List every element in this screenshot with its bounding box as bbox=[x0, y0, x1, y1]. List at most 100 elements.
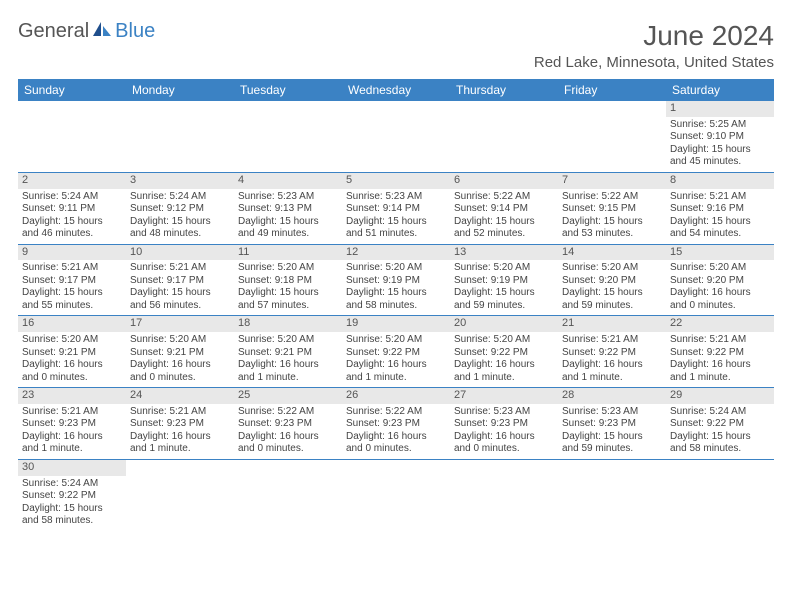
daylight-text: Daylight: 16 hours and 1 minute. bbox=[22, 431, 122, 456]
day-info: Sunrise: 5:20 AMSunset: 9:21 PMDaylight:… bbox=[126, 332, 234, 387]
sunrise-text: Sunrise: 5:20 AM bbox=[22, 334, 122, 347]
weekday-header: Monday bbox=[126, 79, 234, 101]
sunset-text: Sunset: 9:22 PM bbox=[670, 418, 770, 431]
day-number: 6 bbox=[450, 173, 558, 189]
day-cell: 24Sunrise: 5:21 AMSunset: 9:23 PMDayligh… bbox=[126, 388, 234, 460]
day-info: Sunrise: 5:22 AMSunset: 9:15 PMDaylight:… bbox=[558, 189, 666, 244]
sunrise-text: Sunrise: 5:20 AM bbox=[346, 262, 446, 275]
brand-part2: Blue bbox=[115, 20, 155, 43]
day-number: 2 bbox=[18, 173, 126, 189]
sunset-text: Sunset: 9:16 PM bbox=[670, 203, 770, 216]
day-number: 16 bbox=[18, 316, 126, 332]
day-info: Sunrise: 5:20 AMSunset: 9:18 PMDaylight:… bbox=[234, 260, 342, 315]
daylight-text: Daylight: 15 hours and 57 minutes. bbox=[238, 287, 338, 312]
day-info: Sunrise: 5:25 AMSunset: 9:10 PMDaylight:… bbox=[666, 117, 774, 172]
daylight-text: Daylight: 16 hours and 1 minute. bbox=[562, 359, 662, 384]
sunrise-text: Sunrise: 5:20 AM bbox=[238, 262, 338, 275]
sunset-text: Sunset: 9:17 PM bbox=[22, 275, 122, 288]
sunset-text: Sunset: 9:18 PM bbox=[238, 275, 338, 288]
day-info: Sunrise: 5:21 AMSunset: 9:17 PMDaylight:… bbox=[18, 260, 126, 315]
sunset-text: Sunset: 9:15 PM bbox=[562, 203, 662, 216]
daylight-text: Daylight: 16 hours and 0 minutes. bbox=[238, 431, 338, 456]
daylight-text: Daylight: 16 hours and 0 minutes. bbox=[130, 359, 230, 384]
sunset-text: Sunset: 9:23 PM bbox=[130, 418, 230, 431]
sunset-text: Sunset: 9:19 PM bbox=[346, 275, 446, 288]
day-info: Sunrise: 5:20 AMSunset: 9:22 PMDaylight:… bbox=[342, 332, 450, 387]
location-text: Red Lake, Minnesota, United States bbox=[534, 54, 774, 71]
sunset-text: Sunset: 9:22 PM bbox=[454, 347, 554, 360]
day-cell: 21Sunrise: 5:21 AMSunset: 9:22 PMDayligh… bbox=[558, 316, 666, 388]
calendar-row: 16Sunrise: 5:20 AMSunset: 9:21 PMDayligh… bbox=[18, 316, 774, 388]
sunrise-text: Sunrise: 5:21 AM bbox=[562, 334, 662, 347]
sunrise-text: Sunrise: 5:20 AM bbox=[454, 334, 554, 347]
day-cell: 22Sunrise: 5:21 AMSunset: 9:22 PMDayligh… bbox=[666, 316, 774, 388]
sunset-text: Sunset: 9:14 PM bbox=[346, 203, 446, 216]
day-number: 15 bbox=[666, 245, 774, 261]
day-cell: 3Sunrise: 5:24 AMSunset: 9:12 PMDaylight… bbox=[126, 172, 234, 244]
daylight-text: Daylight: 16 hours and 0 minutes. bbox=[454, 431, 554, 456]
calendar-body: 1Sunrise: 5:25 AMSunset: 9:10 PMDaylight… bbox=[18, 101, 774, 531]
day-cell: 13Sunrise: 5:20 AMSunset: 9:19 PMDayligh… bbox=[450, 244, 558, 316]
day-info: Sunrise: 5:20 AMSunset: 9:20 PMDaylight:… bbox=[666, 260, 774, 315]
sunset-text: Sunset: 9:21 PM bbox=[238, 347, 338, 360]
sunrise-text: Sunrise: 5:20 AM bbox=[562, 262, 662, 275]
day-info: Sunrise: 5:21 AMSunset: 9:23 PMDaylight:… bbox=[126, 404, 234, 459]
day-info: Sunrise: 5:23 AMSunset: 9:23 PMDaylight:… bbox=[558, 404, 666, 459]
day-number: 10 bbox=[126, 245, 234, 261]
day-cell: 20 Sunrise: 5:20 AMSunset: 9:22 PMDayligh… bbox=[450, 316, 558, 388]
sunrise-text: Sunrise: 5:21 AM bbox=[670, 334, 770, 347]
weekday-header: Sunday bbox=[18, 79, 126, 101]
daylight-text: Daylight: 15 hours and 56 minutes. bbox=[130, 287, 230, 312]
sunrise-text: Sunrise: 5:24 AM bbox=[22, 191, 122, 204]
calendar-row: 23Sunrise: 5:21 AMSunset: 9:23 PMDayligh… bbox=[18, 388, 774, 460]
daylight-text: Daylight: 16 hours and 1 minute. bbox=[130, 431, 230, 456]
daylight-text: Daylight: 16 hours and 1 minute. bbox=[670, 359, 770, 384]
sunrise-text: Sunrise: 5:24 AM bbox=[22, 478, 122, 491]
sunrise-text: Sunrise: 5:23 AM bbox=[346, 191, 446, 204]
empty-cell bbox=[126, 459, 234, 530]
sunset-text: Sunset: 9:23 PM bbox=[454, 418, 554, 431]
empty-cell bbox=[342, 101, 450, 172]
sunrise-text: Sunrise: 5:21 AM bbox=[130, 262, 230, 275]
day-info: Sunrise: 5:22 AMSunset: 9:14 PMDaylight:… bbox=[450, 189, 558, 244]
day-info: Sunrise: 5:22 AMSunset: 9:23 PMDaylight:… bbox=[234, 404, 342, 459]
day-cell: 2Sunrise: 5:24 AMSunset: 9:11 PMDaylight… bbox=[18, 172, 126, 244]
day-number: 28 bbox=[558, 388, 666, 404]
day-cell: 26Sunrise: 5:22 AMSunset: 9:23 PMDayligh… bbox=[342, 388, 450, 460]
sunset-text: Sunset: 9:23 PM bbox=[562, 418, 662, 431]
day-info: Sunrise: 5:23 AMSunset: 9:14 PMDaylight:… bbox=[342, 189, 450, 244]
day-number: 18 bbox=[234, 316, 342, 332]
day-number: 19 bbox=[342, 316, 450, 332]
sunrise-text: Sunrise: 5:21 AM bbox=[22, 406, 122, 419]
sunset-text: Sunset: 9:23 PM bbox=[22, 418, 122, 431]
sunset-text: Sunset: 9:22 PM bbox=[670, 347, 770, 360]
day-number: 24 bbox=[126, 388, 234, 404]
weekday-header-row: Sunday Monday Tuesday Wednesday Thursday… bbox=[18, 79, 774, 101]
calendar-row: 1Sunrise: 5:25 AMSunset: 9:10 PMDaylight… bbox=[18, 101, 774, 172]
day-cell: 11Sunrise: 5:20 AMSunset: 9:18 PMDayligh… bbox=[234, 244, 342, 316]
day-cell: 30Sunrise: 5:24 AMSunset: 9:22 PMDayligh… bbox=[18, 459, 126, 530]
empty-cell bbox=[18, 101, 126, 172]
day-number: 20 bbox=[450, 316, 558, 332]
weekday-header: Tuesday bbox=[234, 79, 342, 101]
day-number: 30 bbox=[18, 460, 126, 476]
daylight-text: Daylight: 15 hours and 51 minutes. bbox=[346, 216, 446, 241]
header-right: June 2024 Red Lake, Minnesota, United St… bbox=[534, 20, 774, 71]
calendar-table: Sunday Monday Tuesday Wednesday Thursday… bbox=[18, 79, 774, 531]
sunset-text: Sunset: 9:22 PM bbox=[346, 347, 446, 360]
day-cell: 7Sunrise: 5:22 AMSunset: 9:15 PMDaylight… bbox=[558, 172, 666, 244]
daylight-text: Daylight: 16 hours and 1 minute. bbox=[454, 359, 554, 384]
empty-cell bbox=[558, 459, 666, 530]
day-cell: 29Sunrise: 5:24 AMSunset: 9:22 PMDayligh… bbox=[666, 388, 774, 460]
sunrise-text: Sunrise: 5:22 AM bbox=[454, 191, 554, 204]
day-number: 9 bbox=[18, 245, 126, 261]
day-info: Sunrise: 5:21 AMSunset: 9:17 PMDaylight:… bbox=[126, 260, 234, 315]
day-number: 14 bbox=[558, 245, 666, 261]
daylight-text: Daylight: 15 hours and 59 minutes. bbox=[454, 287, 554, 312]
sunrise-text: Sunrise: 5:20 AM bbox=[238, 334, 338, 347]
sunset-text: Sunset: 9:17 PM bbox=[130, 275, 230, 288]
day-number: 23 bbox=[18, 388, 126, 404]
day-info: Sunrise: 5:20 AMSunset: 9:19 PMDaylight:… bbox=[342, 260, 450, 315]
sunset-text: Sunset: 9:10 PM bbox=[670, 131, 770, 144]
sunrise-text: Sunrise: 5:23 AM bbox=[562, 406, 662, 419]
